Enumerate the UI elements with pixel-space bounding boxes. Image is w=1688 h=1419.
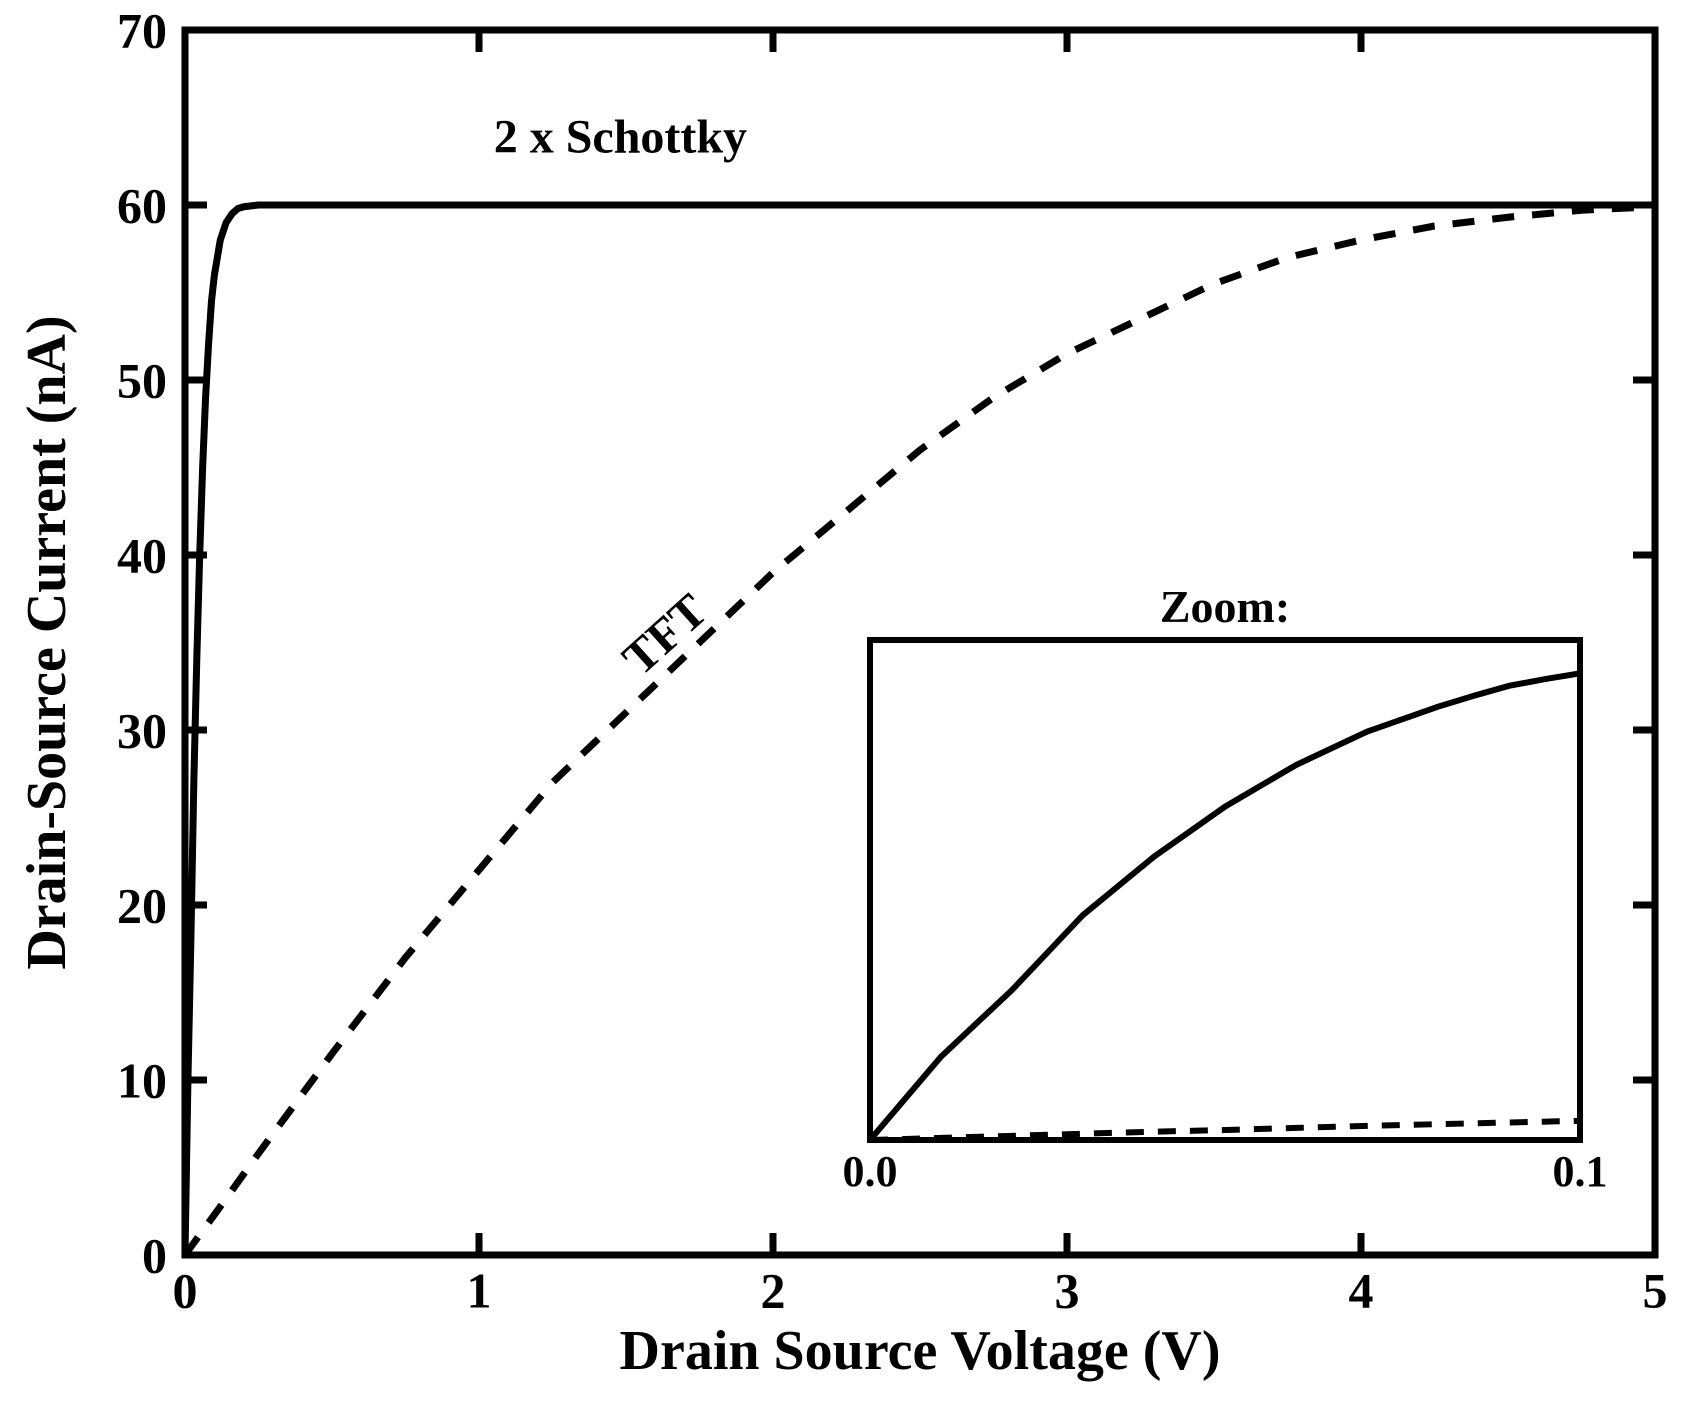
x-tick-label: 3 <box>1055 1263 1080 1319</box>
x-axis-label: Drain Source Voltage (V) <box>620 1320 1221 1382</box>
inset-x-tick-label: 0.1 <box>1553 1147 1608 1196</box>
y-tick-label: 10 <box>117 1053 167 1109</box>
y-tick-label: 30 <box>117 703 167 759</box>
iv-curve-chart: 012345010203040506070Drain Source Voltag… <box>0 0 1688 1419</box>
x-tick-label: 1 <box>467 1263 492 1319</box>
x-tick-label: 2 <box>761 1263 786 1319</box>
y-tick-label: 50 <box>117 353 167 409</box>
y-axis-label: Drain-Source Current (nA) <box>16 315 78 969</box>
y-tick-label: 20 <box>117 878 167 934</box>
x-tick-label: 0 <box>173 1263 198 1319</box>
y-tick-label: 60 <box>117 178 167 234</box>
inset-title: Zoom: <box>1160 581 1290 632</box>
y-tick-label: 0 <box>142 1228 167 1284</box>
x-tick-label: 4 <box>1349 1263 1374 1319</box>
series-label-0: 2 x Schottky <box>494 111 747 164</box>
y-tick-label: 40 <box>117 528 167 584</box>
inset-x-tick-label: 0.0 <box>843 1147 898 1196</box>
x-tick-label: 5 <box>1643 1263 1668 1319</box>
y-tick-label: 70 <box>117 3 167 59</box>
